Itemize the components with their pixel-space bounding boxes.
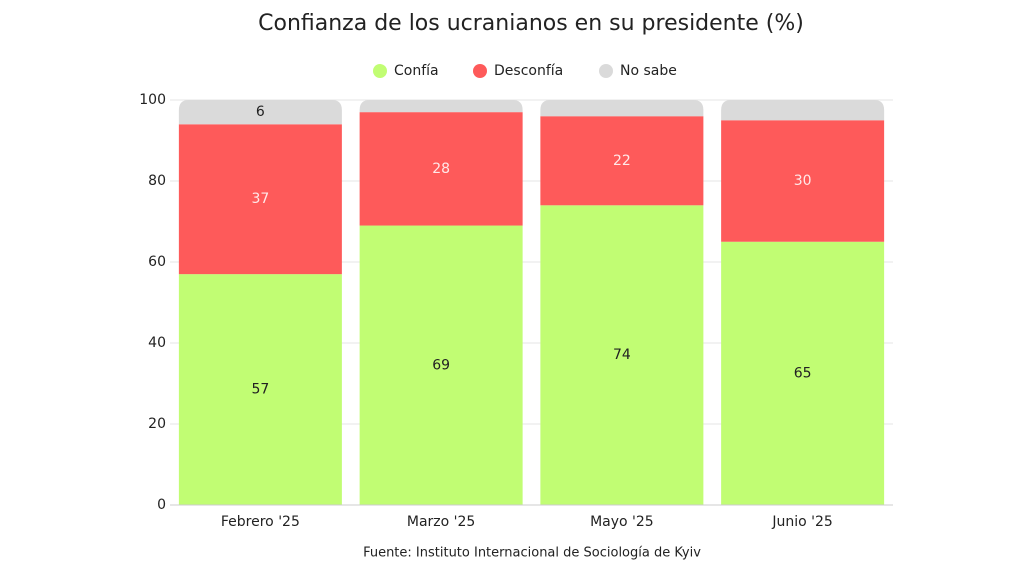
legend-label: No sabe [620,63,677,79]
legend-marker [473,64,487,78]
data-label: 28 [432,161,450,177]
legend-label: Confía [394,63,439,79]
chart-title: Confianza de los ucranianos en su presid… [258,11,804,36]
data-label: 37 [251,191,269,207]
x-tick-label: Mayo '25 [590,514,654,530]
y-tick-label: 20 [148,416,166,432]
legend-marker [599,64,613,78]
x-tick-label: Marzo '25 [407,514,475,530]
data-label: 30 [794,173,812,189]
bar-segment [721,120,885,242]
data-label: 57 [251,382,269,398]
bar-segment [359,112,523,226]
bar-segment [178,124,342,275]
data-label: 65 [794,365,812,381]
bar-segment [178,274,342,505]
bar-segment [721,100,885,121]
y-tick-label: 60 [148,254,166,270]
bar-segment [359,225,523,506]
bar-segment [540,100,704,117]
source: Fuente: Instituto Internacional de Socio… [363,546,701,561]
data-label: 69 [432,357,450,373]
data-label: 74 [613,347,631,363]
x-tick-label: Junio '25 [771,514,832,530]
bar-segment [178,100,342,125]
y-tick-label: 80 [148,173,166,189]
data-label: 6 [256,104,265,120]
bar-segment [540,116,704,206]
legend-label: Desconfía [494,63,563,79]
bar-segment [721,241,885,505]
y-tick-label: 100 [139,92,166,108]
legend-marker [373,64,387,78]
y-tick-label: 0 [157,497,166,513]
bar-segment [540,205,704,506]
x-tick-label: Febrero '25 [221,514,300,530]
data-label: 22 [613,153,631,169]
y-tick-label: 40 [148,335,166,351]
bar-segment [359,100,523,113]
